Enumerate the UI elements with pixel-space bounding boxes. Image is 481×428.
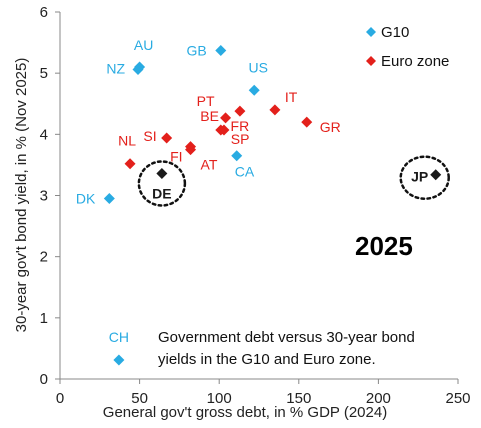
- note-line-1: Government debt versus 30-year bond: [158, 329, 415, 346]
- point-label-nz: NZ: [106, 60, 125, 76]
- point-label-dk: DK: [76, 191, 96, 207]
- point-gb: [215, 45, 227, 57]
- x-axis-label: General gov't gross debt, in % GDP (2024…: [103, 404, 387, 421]
- point-label-fr: FR: [231, 118, 250, 134]
- y-tick-label: 0: [40, 371, 48, 388]
- legend-label: G10: [381, 24, 409, 41]
- y-tick-label: 3: [40, 188, 48, 205]
- highlight-circle-jp: [399, 155, 450, 200]
- data-points: [103, 45, 442, 366]
- point-label-de: DE: [152, 185, 171, 201]
- year-label: 2025: [355, 231, 413, 261]
- y-axis-label: 30-year gov't bond yield, in % (Nov 2025…: [13, 58, 30, 333]
- point-label-gb: GB: [187, 43, 207, 59]
- point-labels: AU NZ GB US CA DK CH PT IT FR GR BE SP SI AT FI NL DE JP: [76, 37, 428, 345]
- legend-label: Euro zone: [381, 53, 449, 70]
- point-pt: [220, 112, 232, 124]
- x-tick-label: 50: [131, 390, 148, 407]
- x-tick-labels: 0 50 100 150 200 250: [56, 390, 471, 407]
- legend-marker: [366, 56, 376, 66]
- legend-marker: [366, 27, 376, 37]
- x-tick-label: 150: [286, 390, 311, 407]
- point-nl: [124, 158, 136, 170]
- point-si: [161, 132, 173, 144]
- x-tick-label: 250: [445, 390, 470, 407]
- highlight-circles: [137, 155, 450, 207]
- y-tick-label: 4: [40, 126, 48, 143]
- x-tick-label: 200: [366, 390, 391, 407]
- point-ch: [113, 354, 125, 366]
- point-jp: [430, 169, 442, 181]
- point-label-ch: CH: [109, 329, 129, 345]
- point-label-at: AT: [201, 157, 218, 173]
- point-label-be: BE: [200, 108, 219, 124]
- point-label-nl: NL: [118, 133, 136, 149]
- point-label-us: US: [248, 59, 267, 75]
- point-us: [248, 84, 260, 96]
- point-sp: [215, 124, 227, 136]
- point-label-au: AU: [134, 37, 153, 53]
- x-tick-label: 0: [56, 390, 64, 407]
- point-label-pt: PT: [197, 93, 215, 109]
- axes: [55, 11, 459, 384]
- point-label-ca: CA: [235, 164, 255, 180]
- point-fr: [234, 105, 246, 117]
- point-label-sp: SP: [231, 131, 250, 147]
- point-nz: [132, 63, 144, 75]
- point-fi: [185, 144, 197, 156]
- point-it: [269, 104, 281, 116]
- x-tick-label: 100: [207, 390, 232, 407]
- y-tick-label: 2: [40, 249, 48, 266]
- point-label-jp: JP: [411, 169, 428, 185]
- point-gr: [301, 116, 313, 128]
- y-tick-label: 5: [40, 65, 48, 82]
- point-de: [156, 167, 168, 179]
- point-ca: [231, 150, 243, 162]
- note-line-2: yields in the G10 and Euro zone.: [158, 351, 376, 368]
- y-tick-label: 1: [40, 310, 48, 327]
- point-label-fi: FI: [170, 149, 182, 165]
- point-dk: [103, 193, 115, 205]
- point-label-si: SI: [143, 128, 156, 144]
- legend: G10 Euro zone: [366, 24, 449, 70]
- highlight-circle-de: [137, 160, 187, 207]
- point-label-gr: GR: [320, 119, 341, 135]
- point-label-it: IT: [285, 89, 298, 105]
- y-tick-labels: 0 1 2 3 4 5 6: [40, 4, 48, 388]
- y-tick-label: 6: [40, 4, 48, 21]
